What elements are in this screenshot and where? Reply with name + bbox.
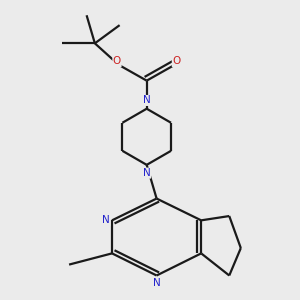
Text: N: N (153, 278, 160, 288)
Text: O: O (113, 56, 121, 67)
Text: N: N (102, 215, 110, 225)
Text: O: O (172, 56, 181, 67)
Text: N: N (143, 168, 151, 178)
Text: N: N (143, 95, 151, 106)
